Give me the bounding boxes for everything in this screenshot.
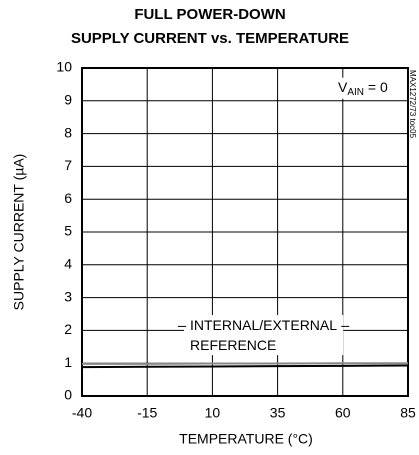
annotation-part: AIN <box>347 87 364 98</box>
annotation-part: V <box>338 79 348 95</box>
y-tick-label: 1 <box>64 354 72 370</box>
y-tick-label: 6 <box>64 190 72 206</box>
y-tick-label: 5 <box>64 223 72 239</box>
x-tick-label: 85 <box>400 405 416 421</box>
y-tick-label: 0 <box>64 387 72 403</box>
curve-label: INTERNAL/EXTERNAL <box>190 317 337 333</box>
y-tick-label: 9 <box>64 92 72 108</box>
x-tick-label: 60 <box>335 405 351 421</box>
y-tick-label: 10 <box>56 59 72 75</box>
annotation-part: = 0 <box>364 79 388 95</box>
x-tick-label: -40 <box>72 405 92 421</box>
y-tick-label: 2 <box>64 321 72 337</box>
x-axis-label: TEMPERATURE (°C) <box>179 431 313 447</box>
curve-label-bg <box>184 315 344 356</box>
y-tick-label: 8 <box>64 124 72 140</box>
y-axis-label: SUPPLY CURRENT (µA) <box>11 154 27 311</box>
annotation-bg <box>335 77 391 99</box>
annotation: VAIN = 0 <box>338 79 388 98</box>
y-tick-label: 3 <box>64 288 72 304</box>
x-tick-label: -15 <box>137 405 157 421</box>
plot-frame <box>81 67 409 397</box>
curve-label: REFERENCE <box>190 337 276 353</box>
data-line <box>82 362 408 365</box>
chart-title: FULL POWER-DOWN <box>134 6 285 23</box>
chart-title: SUPPLY CURRENT vs. TEMPERATURE <box>71 30 349 47</box>
x-tick-label: 35 <box>270 405 286 421</box>
y-tick-label: 4 <box>64 256 72 272</box>
x-tick-label: 10 <box>205 405 221 421</box>
data-line <box>81 364 409 369</box>
figure-id: MAX1272/73 toc05 <box>408 70 417 139</box>
y-tick-label: 7 <box>64 157 72 173</box>
